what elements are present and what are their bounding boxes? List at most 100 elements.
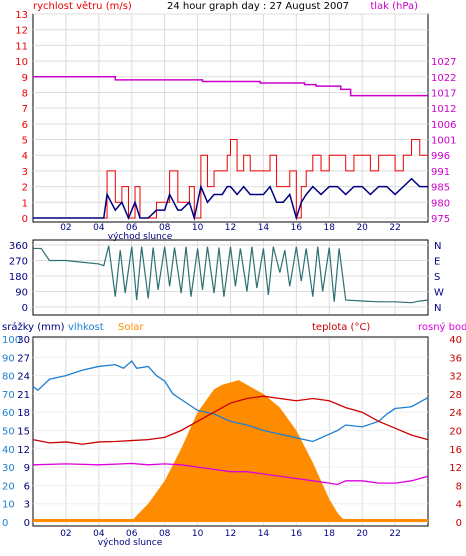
y-tick-label: 4 [22, 151, 28, 162]
y-tick-label: 980 [431, 198, 450, 209]
temp-tick-label: 4 [456, 500, 462, 511]
temp-tick-label: 12 [449, 463, 462, 474]
humidity-tick-label: 40 [2, 445, 15, 456]
compass-label: N [434, 241, 441, 252]
y-tick-label: 991 [431, 167, 450, 178]
x-tick-label: 22 [389, 529, 400, 539]
temp-tick-label: 16 [449, 445, 462, 456]
solar-baseline [33, 519, 428, 522]
y-tick-label: 1012 [431, 104, 456, 115]
y-tick-label: 996 [431, 151, 450, 162]
x-tick-label: 04 [93, 223, 105, 233]
x-tick-label: 08 [159, 529, 171, 539]
temp-tick-label: 40 [449, 335, 462, 346]
humidity-tick-label: 100 [2, 335, 21, 346]
wind-line [33, 177, 428, 221]
y-tick-label: 2 [22, 183, 28, 194]
precip-tick-label: 9 [24, 463, 30, 474]
sunrise-label: východ slunce [108, 232, 173, 242]
y-tick-label: 7 [22, 104, 28, 115]
humidity-tick-label: 50 [2, 427, 15, 438]
direction-plot-frame [32, 239, 429, 316]
temp-tick-label: 8 [456, 481, 462, 492]
x-tick-label: 02 [60, 223, 71, 233]
y-tick-label: 985 [431, 183, 450, 194]
temp-tick-label: 32 [449, 372, 462, 383]
direction-line [33, 245, 429, 304]
x-tick-label: 14 [258, 223, 270, 233]
y-tick-label: 90 [15, 288, 28, 299]
x-tick-label: 02 [60, 529, 71, 539]
x-tick-label: 08 [159, 223, 171, 233]
humidity-tick-label: 20 [2, 481, 15, 492]
x-tick-label: 18 [324, 223, 336, 233]
compass-label: W [434, 288, 444, 299]
y-tick-label: 13 [15, 10, 28, 21]
chart-title: 24 hour graph day : 27 August 2007 [167, 1, 349, 12]
y-tick-label: 1022 [431, 73, 456, 84]
precip-tick-label: 18 [17, 408, 30, 419]
x-tick-label: 18 [324, 529, 336, 539]
y-tick-label: 1017 [431, 88, 456, 99]
x-tick-label: 06 [126, 223, 138, 233]
wind-axis-label: rychlost větru (m/s) [33, 0, 132, 12]
y-tick-label: 3 [22, 167, 28, 178]
precip-tick-label: 12 [17, 445, 30, 456]
humidity-label: vlhkost [68, 322, 104, 333]
x-tick-label: 12 [225, 529, 236, 539]
y-tick-label: 0 [22, 214, 28, 225]
wind-direction-panel: 0 N 90 W 180 S 270 E 360 N [9, 239, 444, 316]
x-tick-label: 10 [192, 529, 204, 539]
x-tick-label: 06 [126, 529, 138, 539]
precip-axis-label: srážky (mm) [2, 321, 65, 333]
temp-humidity-panel: srážky (mm) vlhkost Solar teplota (°C) r… [2, 321, 466, 548]
y-tick-label: 1006 [431, 120, 456, 131]
humidity-tick-label: 80 [2, 372, 15, 383]
humidity-tick-label: 90 [2, 353, 15, 364]
humidity-tick-label: 30 [2, 463, 15, 474]
temp-tick-label: 0 [456, 518, 462, 529]
y-tick-label: 270 [9, 257, 28, 268]
solar-label: Solar [118, 322, 144, 333]
pressure-line [33, 76, 428, 97]
dewpoint-line [32, 462, 429, 486]
y-tick-label: 6 [22, 120, 28, 131]
y-tick-label: 0 [22, 303, 28, 314]
x-tick-label: 20 [356, 223, 368, 233]
wind-pressure-panel: rychlost větru (m/s) 24 hour graph day :… [15, 0, 456, 242]
compass-label: N [434, 303, 441, 314]
y-tick-label: 5 [22, 136, 28, 147]
temp-plot-frame [32, 336, 429, 527]
temp-tick-label: 28 [449, 390, 462, 401]
x-tick-label: 20 [356, 529, 368, 539]
temp-tick-label: 20 [449, 427, 462, 438]
precip-tick-label: 3 [24, 500, 30, 511]
x-tick-label: 16 [291, 529, 303, 539]
x-tick-label: 16 [291, 223, 303, 233]
humidity-tick-label: 70 [2, 390, 15, 401]
precip-tick-label: 0 [24, 518, 30, 529]
temperature-label: teplota (°C) [312, 322, 370, 333]
y-tick-label: 12 [15, 26, 28, 37]
precip-tick-label: 6 [24, 481, 30, 492]
y-tick-label: 9 [22, 73, 28, 84]
y-tick-label: 1027 [431, 57, 456, 68]
humidity-tick-label: 0 [2, 518, 8, 529]
x-tick-label: 04 [93, 529, 105, 539]
y-tick-label: 1 [22, 198, 28, 209]
precip-tick-label: 24 [17, 372, 30, 383]
y-tick-label: 975 [431, 214, 450, 225]
humidity-tick-label: 10 [2, 500, 15, 511]
precip-tick-label: 21 [17, 390, 30, 401]
pressure-axis-label: tlak (hPa) [370, 1, 418, 12]
x-tick-label: 14 [258, 529, 270, 539]
y-tick-label: 1001 [431, 136, 456, 147]
sunrise-label-bottom: východ slunce [98, 538, 163, 548]
temperature-line [32, 395, 429, 445]
x-tick-label: 12 [225, 223, 236, 233]
precip-tick-label: 27 [17, 353, 30, 364]
precip-tick-label: 15 [17, 427, 30, 438]
dewpoint-label: rosný bod [418, 321, 466, 333]
y-tick-label: 11 [15, 41, 28, 52]
humidity-tick-label: 60 [2, 408, 15, 419]
